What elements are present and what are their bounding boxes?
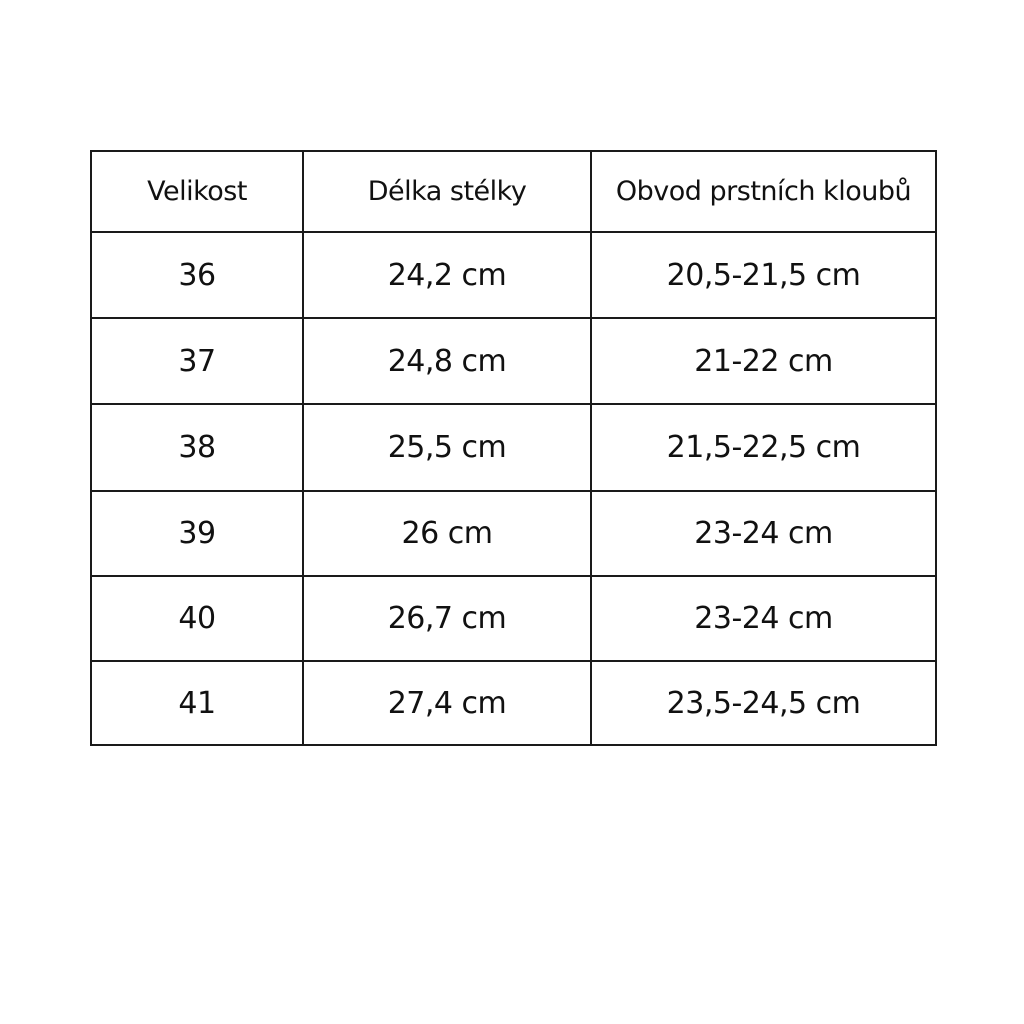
insole-length-cell: 24,8 cm <box>302 317 592 405</box>
size-cell: 36 <box>90 231 304 319</box>
size-cell: 38 <box>90 403 304 492</box>
knuckle-circumference-cell: 20,5-21,5 cm <box>590 231 937 319</box>
size-cell: 39 <box>90 490 304 577</box>
header-insole-length: Délka stélky <box>302 150 592 233</box>
knuckle-circumference-cell: 21,5-22,5 cm <box>590 403 937 492</box>
size-cell: 41 <box>90 660 304 746</box>
knuckle-circumference-cell: 21-22 cm <box>590 317 937 405</box>
table-row: 40 26,7 cm 23-24 cm <box>90 575 937 662</box>
insole-length-cell: 26,7 cm <box>302 575 592 662</box>
knuckle-circumference-cell: 23,5-24,5 cm <box>590 660 937 746</box>
insole-length-cell: 24,2 cm <box>302 231 592 319</box>
knuckle-circumference-cell: 23-24 cm <box>590 490 937 577</box>
insole-length-cell: 26 cm <box>302 490 592 577</box>
table-row: 36 24,2 cm 20,5-21,5 cm <box>90 231 937 319</box>
knuckle-circumference-cell: 23-24 cm <box>590 575 937 662</box>
table-row: 41 27,4 cm 23,5-24,5 cm <box>90 660 937 746</box>
size-cell: 37 <box>90 317 304 405</box>
header-size: Velikost <box>90 150 304 233</box>
table-row: 38 25,5 cm 21,5-22,5 cm <box>90 403 937 492</box>
insole-length-cell: 27,4 cm <box>302 660 592 746</box>
header-knuckle-circumference: Obvod prstních kloubů <box>590 150 937 233</box>
size-chart-table: Velikost Délka stélky Obvod prstních klo… <box>90 150 937 746</box>
insole-length-cell: 25,5 cm <box>302 403 592 492</box>
table-row: 39 26 cm 23-24 cm <box>90 490 937 577</box>
size-cell: 40 <box>90 575 304 662</box>
header-row: Velikost Délka stélky Obvod prstních klo… <box>90 150 937 233</box>
table-row: 37 24,8 cm 21-22 cm <box>90 317 937 405</box>
